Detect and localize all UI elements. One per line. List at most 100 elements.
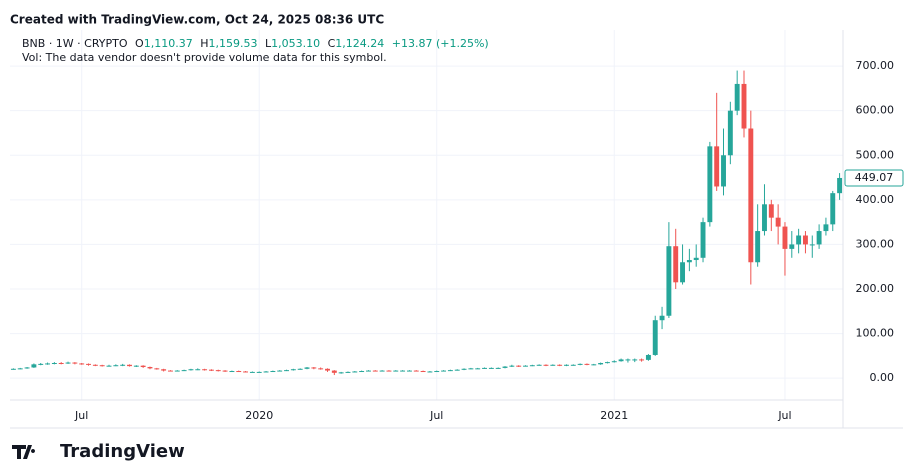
candle-body (270, 371, 276, 373)
candle-body (277, 370, 283, 372)
ohlc-value: 1,053.10 (271, 37, 320, 50)
candle-body (86, 363, 91, 365)
candle-body (809, 244, 815, 246)
x-tick-label: Jul (429, 409, 443, 422)
y-tick-label: 600.00 (856, 104, 895, 117)
candle-body (38, 363, 44, 365)
candle-body (92, 364, 98, 366)
candle-body (79, 363, 85, 365)
candle-body (659, 315, 665, 321)
candle-body (263, 371, 269, 373)
candle-body (133, 365, 139, 367)
candle-body (816, 231, 822, 245)
candle-body (58, 363, 64, 364)
candle-body (837, 177, 843, 194)
candle-body (591, 364, 597, 366)
ohlc-key: L (265, 37, 272, 50)
candle-body (256, 371, 262, 373)
candle-body (10, 368, 16, 370)
candle-body (536, 364, 542, 366)
last-price-box (844, 169, 904, 187)
candle-body (502, 366, 508, 368)
candle-body (174, 370, 180, 372)
candle-body (65, 362, 71, 364)
candle-body (386, 370, 392, 372)
candle-body (99, 365, 105, 367)
ohlc-key: O (135, 37, 144, 50)
y-tick-label: 400.00 (856, 193, 895, 206)
candle-body (304, 367, 310, 369)
candle-body (181, 370, 187, 372)
candle-body (120, 364, 126, 366)
candle-body (488, 367, 494, 369)
candle-body (24, 367, 30, 369)
ohlc-value: 1,159.53 (208, 37, 257, 50)
candle-body (290, 369, 296, 371)
symbol: BNB · 1W · CRYPTO (22, 37, 128, 50)
candle-body (106, 365, 112, 367)
candle-body (550, 364, 556, 366)
x-tick-label: 2021 (600, 409, 628, 422)
candle-body (755, 231, 761, 263)
candle-body (331, 370, 337, 373)
x-tick-label: 2020 (245, 409, 273, 422)
candle-body (434, 371, 440, 373)
candle-body (236, 371, 242, 373)
candle-body (625, 359, 631, 361)
candle-body (707, 146, 713, 223)
candle-body (523, 365, 528, 367)
candle-body (618, 359, 624, 362)
candle-body (775, 217, 781, 227)
candle-body (639, 359, 645, 361)
candle-body (495, 367, 501, 369)
candle-body (570, 364, 576, 366)
candle-body (516, 365, 522, 367)
candle-body (564, 364, 569, 366)
candle-body (447, 370, 453, 372)
last-price-label: 449.07 (855, 171, 894, 184)
candle-body (161, 369, 167, 371)
candle-body (140, 365, 146, 368)
y-tick-label: 300.00 (856, 237, 895, 250)
candle-body (393, 370, 399, 372)
candle-body (802, 235, 808, 245)
candle-body (475, 368, 481, 370)
plot-area: 0.00 100.00 200.00 300.00 400.00 500.00 600.00… (10, 30, 904, 429)
candle-body (406, 370, 412, 372)
candle-body (584, 363, 590, 365)
change: +13.87 (+1.25%) (392, 37, 489, 50)
candle-body (789, 244, 795, 249)
candle-body (372, 370, 378, 372)
candle-body (420, 371, 426, 373)
candle-body (154, 368, 160, 370)
candle-body (229, 371, 235, 373)
candle-body (215, 370, 221, 372)
candle-body (31, 364, 37, 368)
ohlc-key: C (328, 37, 336, 50)
created-note: Created with TradingView.com, Oct 24, 20… (10, 13, 384, 27)
ohlc-legend: BNB · 1W · CRYPTO O1,110.37 H1,159.53 L1… (22, 37, 489, 50)
candle-body (673, 246, 679, 283)
candle-body (652, 320, 658, 355)
candle-body (598, 363, 604, 365)
candle-body (509, 365, 515, 367)
candle-body (830, 193, 836, 225)
candle-body (72, 362, 78, 364)
candle-body (249, 371, 255, 373)
candle-body (338, 372, 344, 374)
candle-body (693, 257, 699, 261)
candle-body (604, 362, 610, 364)
candle-body (461, 368, 467, 370)
candle-body (379, 370, 385, 372)
candle-body (352, 371, 358, 373)
x-tick-label: Jul (74, 409, 88, 422)
candle-body (366, 370, 371, 372)
candle-body (413, 370, 419, 372)
candle-body (147, 367, 153, 369)
y-tick-label: 200.00 (856, 282, 895, 295)
y-tick-label: 500.00 (856, 148, 895, 161)
candle-body (51, 363, 57, 364)
candle-body (557, 364, 563, 366)
candle-body (529, 365, 535, 367)
